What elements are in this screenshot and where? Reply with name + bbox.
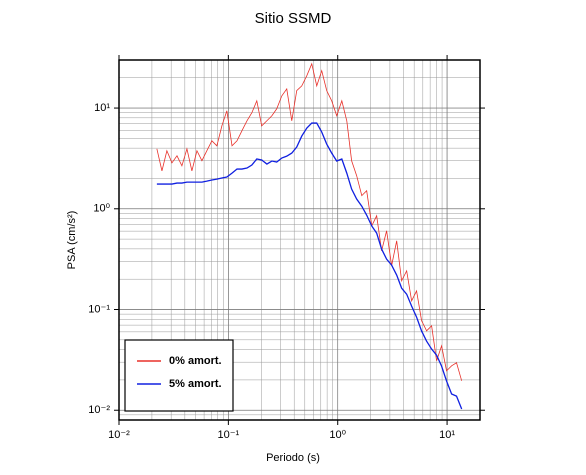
x-axis-label: Periodo (s) xyxy=(266,452,320,464)
x-tick-label: 10⁻² xyxy=(108,429,130,441)
legend-label: 5% amort. xyxy=(169,378,222,390)
legend-box xyxy=(124,339,234,412)
y-tick-label: 10⁻² xyxy=(88,404,110,416)
y-tick-label: 10⁻¹ xyxy=(88,303,110,315)
series-line xyxy=(156,62,463,381)
y-tick-label: 10⁰ xyxy=(93,203,110,215)
series-line xyxy=(156,122,463,410)
x-tick-label: 10⁻¹ xyxy=(218,429,240,441)
x-tick-label: 10¹ xyxy=(439,429,455,441)
legend-label: 0% amort. xyxy=(169,355,222,367)
y-tick-label: 10¹ xyxy=(94,102,110,114)
y-axis-label: PSA (cm/s²) xyxy=(66,211,78,270)
chart-title: Sitio SSMD xyxy=(255,10,332,27)
plot-frame xyxy=(118,59,481,421)
x-tick-label: 10⁰ xyxy=(329,429,346,441)
